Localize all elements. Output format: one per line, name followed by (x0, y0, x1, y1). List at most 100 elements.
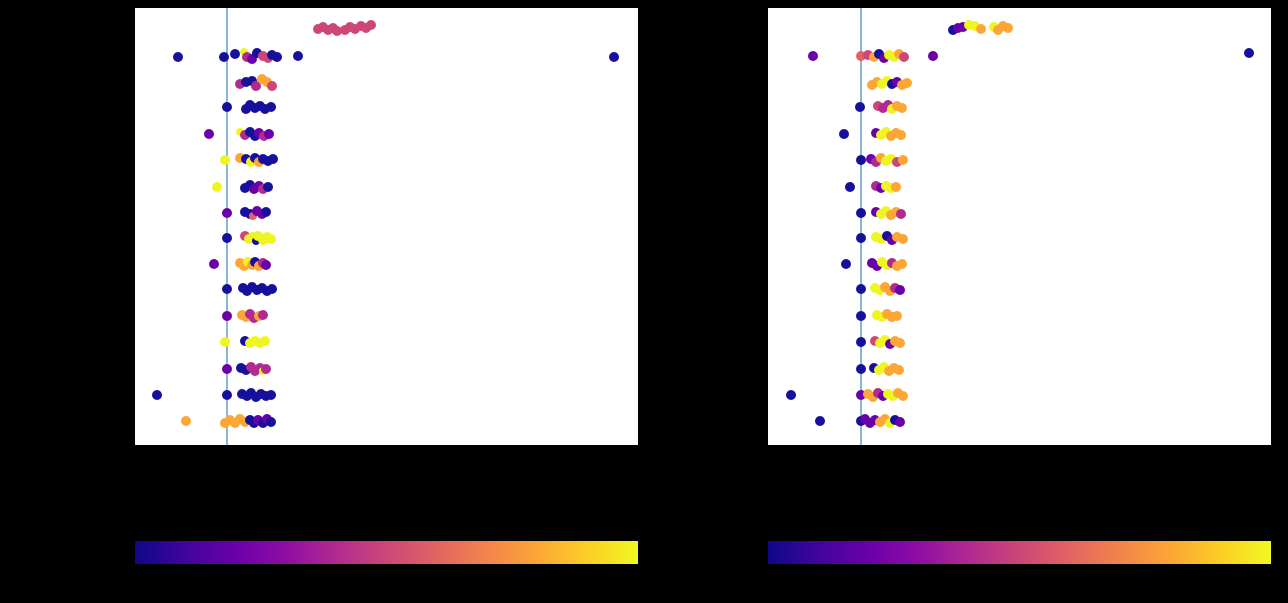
scatter-point (896, 130, 906, 140)
scatter-point (209, 259, 219, 269)
scatter-point (897, 103, 907, 113)
scatter-point (856, 364, 866, 374)
scatter-point (868, 392, 878, 402)
scatter-point (272, 52, 282, 62)
scatter-point (222, 233, 232, 243)
scatter-point (856, 284, 866, 294)
scatter-point (258, 310, 268, 320)
scatter-point (235, 153, 245, 163)
beeswarm-panel-right (768, 8, 1271, 445)
scatter-point (856, 390, 866, 400)
scatter-point (856, 155, 866, 165)
scatter-point (332, 26, 342, 36)
scatter-point (260, 336, 270, 346)
scatter-point (266, 102, 276, 112)
scatter-point (242, 286, 252, 296)
scatter-point (350, 24, 360, 34)
scatter-point (928, 51, 938, 61)
scatter-point (886, 154, 896, 164)
scatter-point (261, 260, 271, 270)
scatter-point (856, 233, 866, 243)
scatter-point (212, 182, 222, 192)
scatter-point (241, 77, 251, 87)
scatter-point (251, 81, 261, 91)
scatter-point (609, 52, 619, 62)
scatter-point (897, 259, 907, 269)
scatter-point (872, 261, 882, 271)
scatter-point (856, 51, 866, 61)
scatter-point (222, 284, 232, 294)
scatter-point (993, 25, 1003, 35)
scatter-point (261, 364, 271, 374)
scatter-point (871, 157, 881, 167)
scatter-point (899, 52, 909, 62)
scatter-point (970, 21, 980, 31)
beeswarm-panel-left (135, 8, 638, 445)
scatter-point (855, 102, 865, 112)
scatter-point (181, 416, 191, 426)
scatter-point (252, 48, 262, 58)
scatter-point (895, 338, 905, 348)
scatter-point (876, 234, 886, 244)
scatter-point (896, 209, 906, 219)
scatter-point (786, 390, 796, 400)
scatter-point (863, 50, 873, 60)
scatter-point (976, 24, 986, 34)
scatter-point (222, 311, 232, 321)
scatter-point (891, 182, 901, 192)
scatter-point (220, 155, 230, 165)
scatter-point (808, 51, 818, 61)
scatter-point (856, 311, 866, 321)
scatter-point (293, 51, 303, 61)
scatter-point (249, 212, 257, 220)
scatter-point (839, 129, 849, 139)
plasma-colorbar-left (135, 541, 638, 564)
scatter-point (222, 102, 232, 112)
scatter-point (815, 416, 825, 426)
scatter-point (902, 78, 912, 88)
scatter-point (230, 49, 240, 59)
scatter-point (845, 182, 855, 192)
scatter-point (898, 391, 908, 401)
scatter-point (220, 337, 230, 347)
reference-line (226, 8, 228, 445)
scatter-point (264, 129, 274, 139)
scatter-point (895, 417, 905, 427)
scatter-point (894, 365, 904, 375)
scatter-point (204, 129, 214, 139)
scatter-point (841, 259, 851, 269)
scatter-point (222, 390, 232, 400)
scatter-point (230, 418, 240, 428)
scatter-point (235, 79, 245, 89)
scatter-point (219, 52, 229, 62)
scatter-point (898, 234, 908, 244)
scatter-point (152, 390, 162, 400)
scatter-point (266, 417, 276, 427)
scatter-point (892, 232, 902, 242)
scatter-point (1003, 23, 1013, 33)
scatter-point (892, 157, 902, 167)
scatter-point (895, 285, 905, 295)
scatter-point (1244, 48, 1254, 58)
scatter-point (268, 154, 278, 164)
scatter-point (263, 182, 273, 192)
scatter-point (252, 237, 260, 245)
scatter-point (222, 364, 232, 374)
scatter-point (222, 208, 232, 218)
scatter-point (892, 311, 902, 321)
scatter-point (856, 208, 866, 218)
scatter-point (173, 52, 183, 62)
scatter-point (261, 207, 271, 217)
scatter-point (898, 155, 908, 165)
scatter-point (267, 284, 277, 294)
scatter-point (260, 104, 270, 114)
scatter-point (267, 81, 277, 91)
reference-line (860, 8, 862, 445)
scatter-point (366, 20, 376, 30)
scatter-point (964, 20, 974, 30)
plasma-colorbar-right (768, 541, 1271, 564)
scatter-point (266, 390, 276, 400)
scatter-point (958, 22, 968, 32)
scatter-point (247, 54, 257, 64)
scatter-point (266, 234, 276, 244)
